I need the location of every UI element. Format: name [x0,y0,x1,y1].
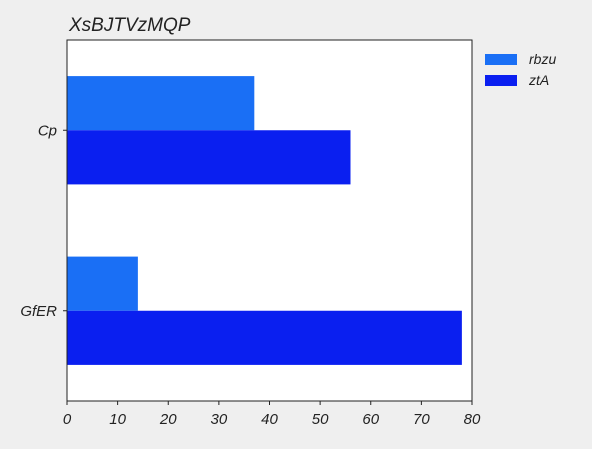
chart-title: XsBJTVzMQP [68,15,191,36]
x-tick-label: 10 [109,411,126,428]
y-tick-label: GfER [20,303,57,320]
x-tick-label: 70 [413,411,430,428]
x-axis: 0 10 20 30 40 50 60 70 80 [63,401,481,428]
x-tick-label: 30 [211,411,228,428]
legend-label-rbzu: rbzu [529,51,556,67]
y-tick-label: Cp [38,122,57,139]
x-tick-label: 0 [63,411,72,428]
bar-rbzu-GfER [67,256,138,311]
bars-group [67,76,462,365]
x-tick-label: 20 [159,411,177,428]
y-axis: Cp GfER [20,122,67,320]
x-tick-label: 60 [362,411,379,428]
bar-rbzu-Cp [67,76,255,131]
legend-label-ztA: ztA [528,72,549,88]
legend-swatch-ztA [485,75,517,86]
bar-ztA-Cp [67,130,351,185]
x-tick-label: 50 [312,411,329,428]
legend-swatch-rbzu [485,54,517,65]
x-tick-label: 80 [464,411,481,428]
x-tick-label: 40 [261,411,278,428]
legend: rbzu ztA [485,51,556,88]
bar-ztA-GfER [67,310,462,365]
